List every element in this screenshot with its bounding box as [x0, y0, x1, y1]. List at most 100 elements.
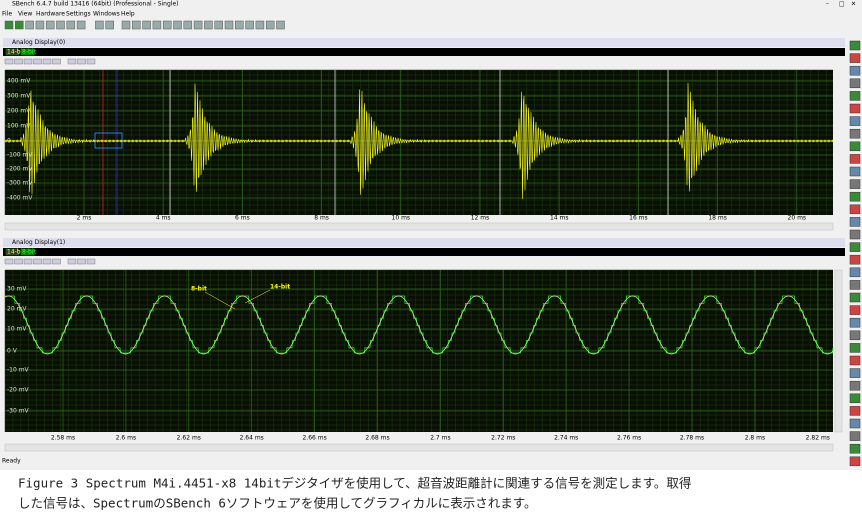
view-button[interactable]: [86, 58, 96, 65]
tool-button[interactable]: [173, 20, 182, 30]
max[interactable]: □: [839, 1, 845, 8]
side-button[interactable]: [849, 456, 861, 467]
tool-button[interactable]: [76, 20, 86, 30]
side-button[interactable]: [849, 154, 861, 164]
channel-label[interactable]: 8-bit: [22, 249, 36, 256]
side-button[interactable]: [849, 305, 861, 315]
scrollbar[interactable]: [4, 443, 834, 452]
x-tick-label: 20 ms: [788, 215, 807, 222]
view-button[interactable]: [4, 258, 14, 265]
side-button[interactable]: [849, 191, 861, 202]
view-button[interactable]: [67, 58, 77, 65]
side-button[interactable]: [849, 141, 861, 152]
channel-tab[interactable]: [20, 248, 35, 256]
view-button[interactable]: [14, 258, 23, 265]
tool-button[interactable]: [204, 20, 213, 30]
view-button[interactable]: [77, 58, 86, 65]
view-button[interactable]: [77, 258, 86, 265]
view-button[interactable]: [67, 258, 77, 265]
side-button[interactable]: [849, 103, 861, 114]
side-button[interactable]: [849, 317, 861, 328]
tool-button[interactable]: [4, 20, 14, 30]
tool-button[interactable]: [245, 20, 254, 30]
menu-item[interactable]: View: [18, 11, 32, 18]
menu-item[interactable]: Windows: [93, 11, 120, 18]
side-button[interactable]: [849, 368, 861, 378]
min[interactable]: –: [826, 1, 829, 8]
tool-button[interactable]: [35, 20, 45, 30]
view-button[interactable]: [14, 58, 23, 65]
side-button[interactable]: [849, 166, 861, 177]
tool-button[interactable]: [105, 20, 114, 30]
channel-tab[interactable]: [20, 48, 35, 56]
side-button[interactable]: [849, 292, 861, 303]
pointer: [244, 289, 271, 304]
tool-button[interactable]: [15, 20, 24, 30]
view-button[interactable]: [4, 58, 14, 65]
tool-button[interactable]: [56, 20, 65, 30]
view-button[interactable]: [52, 58, 61, 65]
side-button[interactable]: [849, 343, 861, 353]
side-button[interactable]: [849, 91, 861, 101]
view-button[interactable]: [23, 58, 33, 65]
tool-button[interactable]: [276, 20, 285, 30]
view-button[interactable]: [52, 258, 61, 265]
side-button[interactable]: [849, 204, 861, 215]
tool-button[interactable]: [132, 20, 141, 30]
side-button[interactable]: [849, 355, 861, 366]
tool-button[interactable]: [25, 20, 34, 30]
side-button[interactable]: [849, 406, 861, 416]
side-button[interactable]: [849, 78, 861, 89]
side-button[interactable]: [849, 217, 861, 227]
side-button[interactable]: [849, 380, 861, 391]
tool-button[interactable]: [235, 20, 244, 30]
view-button[interactable]: [42, 58, 52, 65]
tool-button[interactable]: [45, 20, 55, 30]
tool-button[interactable]: [162, 20, 172, 30]
tool-button[interactable]: [95, 20, 104, 30]
tool-button[interactable]: [142, 20, 151, 30]
view-button[interactable]: [33, 58, 42, 65]
view-button[interactable]: [23, 258, 33, 265]
channel-label[interactable]: 14-bit: [7, 49, 25, 56]
channel-label[interactable]: 14-bit: [7, 249, 25, 256]
side-button[interactable]: [849, 393, 861, 404]
view-button[interactable]: [86, 258, 96, 265]
menu-item[interactable]: Settings: [66, 11, 91, 18]
channel-label[interactable]: 8-bit: [22, 49, 36, 56]
side-button[interactable]: [849, 418, 861, 429]
side-button[interactable]: [849, 65, 861, 76]
channel-tab[interactable]: [5, 48, 20, 56]
side-button[interactable]: [849, 267, 861, 278]
menu-item[interactable]: Help: [121, 11, 135, 18]
side-button[interactable]: [849, 242, 861, 252]
tool-button[interactable]: [152, 20, 162, 30]
tool-button[interactable]: [121, 20, 131, 30]
tool-button[interactable]: [224, 20, 234, 30]
tool-button[interactable]: [183, 20, 193, 30]
view-button[interactable]: [33, 258, 42, 265]
side-button[interactable]: [849, 53, 861, 63]
menu-item[interactable]: Hardware: [36, 11, 65, 18]
tool-button[interactable]: [193, 20, 203, 30]
side-button[interactable]: [849, 330, 861, 341]
side-button[interactable]: [849, 40, 861, 51]
side-button[interactable]: [849, 179, 861, 189]
side-button[interactable]: [849, 128, 861, 139]
scrollbar[interactable]: [4, 222, 834, 231]
tool-button[interactable]: [214, 20, 223, 30]
tool-button[interactable]: [255, 20, 265, 30]
side-button[interactable]: [849, 443, 861, 454]
close[interactable]: ✕: [851, 1, 856, 8]
view-button[interactable]: [42, 258, 52, 265]
tool-button[interactable]: [265, 20, 275, 30]
menu-item[interactable]: File: [2, 11, 12, 18]
tool-button[interactable]: [66, 20, 76, 30]
side-button[interactable]: [849, 116, 861, 126]
side-button[interactable]: [849, 280, 861, 290]
channel-tab[interactable]: [5, 248, 20, 256]
side-button[interactable]: [849, 431, 861, 441]
side-button[interactable]: [849, 254, 861, 265]
scrollbar[interactable]: [834, 269, 843, 433]
side-button[interactable]: [849, 229, 861, 240]
